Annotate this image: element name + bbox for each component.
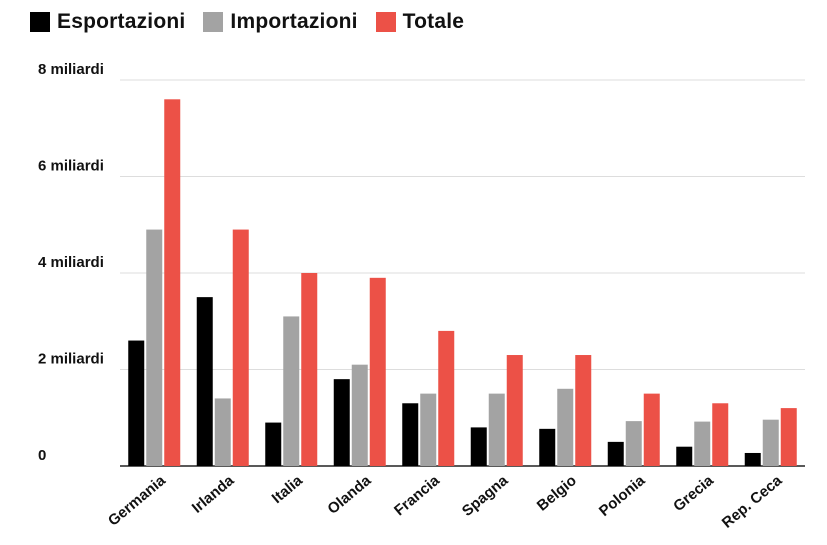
- bar-esportazioni-irlanda[interactable]: [196, 297, 213, 466]
- legend-item-totale[interactable]: Totale: [375, 10, 465, 34]
- bar-importazioni-belgio[interactable]: [557, 388, 574, 466]
- bar-totale-francia[interactable]: [438, 330, 455, 466]
- bar-esportazioni-olanda[interactable]: [333, 379, 350, 466]
- bar-totale-irlanda[interactable]: [232, 229, 249, 466]
- x-category-label: Rep. Ceca: [719, 472, 786, 532]
- bar-totale-polonia[interactable]: [643, 393, 660, 466]
- x-category-label: Grecia: [670, 472, 717, 515]
- legend: Esportazioni Importazioni Totale: [30, 10, 482, 34]
- bars: [128, 99, 797, 467]
- legend-swatch-totale: [375, 12, 396, 32]
- bar-importazioni-grecia[interactable]: [694, 421, 711, 466]
- bar-importazioni-rep-ceca[interactable]: [762, 419, 779, 466]
- bar-importazioni-francia[interactable]: [420, 393, 437, 466]
- y-tick-label: 8 miliardi: [38, 61, 104, 78]
- bar-esportazioni-belgio[interactable]: [539, 428, 556, 466]
- x-category-label: Belgio: [534, 472, 580, 514]
- x-axis-category-labels: Germania Irlanda Italia Olanda Francia Spagna…: [105, 472, 786, 532]
- bar-totale-olanda[interactable]: [369, 277, 386, 466]
- bar-totale-grecia[interactable]: [712, 403, 729, 466]
- x-category-label: Germania: [105, 472, 169, 530]
- y-tick-label: 6 miliardi: [38, 158, 104, 175]
- bar-esportazioni-rep-ceca[interactable]: [744, 452, 761, 466]
- bar-totale-rep-ceca[interactable]: [780, 408, 797, 466]
- bar-totale-spagna[interactable]: [506, 355, 523, 466]
- x-category-label: Francia: [391, 472, 443, 520]
- bar-totale-italia[interactable]: [301, 273, 318, 466]
- legend-label-totale: Totale: [402, 10, 465, 33]
- bar-esportazioni-spagna[interactable]: [470, 427, 487, 466]
- bar-esportazioni-grecia[interactable]: [676, 446, 693, 466]
- bar-totale-germania[interactable]: [164, 99, 181, 467]
- x-category-label: Spagna: [459, 472, 512, 520]
- bar-esportazioni-germania[interactable]: [128, 340, 145, 466]
- y-tick-label: 4 miliardi: [38, 254, 104, 271]
- bar-totale-belgio[interactable]: [575, 355, 592, 466]
- x-category-label: Olanda: [324, 472, 374, 518]
- y-tick-label: 2 miliardi: [38, 351, 104, 368]
- bar-importazioni-germania[interactable]: [146, 229, 163, 466]
- x-category-label: Polonia: [596, 472, 649, 520]
- legend-item-esportazioni[interactable]: Esportazioni: [30, 10, 185, 34]
- legend-swatch-esportazioni: [30, 12, 50, 32]
- bar-esportazioni-polonia[interactable]: [607, 441, 624, 466]
- bar-importazioni-irlanda[interactable]: [214, 398, 231, 466]
- y-tick-label: 0: [38, 447, 46, 464]
- bar-importazioni-italia[interactable]: [283, 316, 300, 466]
- bar-importazioni-polonia[interactable]: [625, 421, 642, 466]
- bar-esportazioni-francia[interactable]: [402, 403, 419, 466]
- bar-importazioni-spagna[interactable]: [488, 393, 505, 466]
- x-category-label: Irlanda: [189, 472, 238, 517]
- y-axis-tick-labels: 0 2 miliardi 4 miliardi 6 miliardi 8 miliard…: [38, 61, 104, 464]
- x-category-label: Italia: [269, 472, 307, 507]
- legend-item-importazioni[interactable]: Importazioni: [203, 10, 357, 34]
- bar-importazioni-olanda[interactable]: [351, 364, 368, 466]
- legend-label-importazioni: Importazioni: [230, 10, 358, 33]
- legend-label-esportazioni: Esportazioni: [57, 10, 186, 33]
- bar-esportazioni-italia[interactable]: [265, 422, 282, 466]
- legend-swatch-importazioni: [203, 12, 224, 32]
